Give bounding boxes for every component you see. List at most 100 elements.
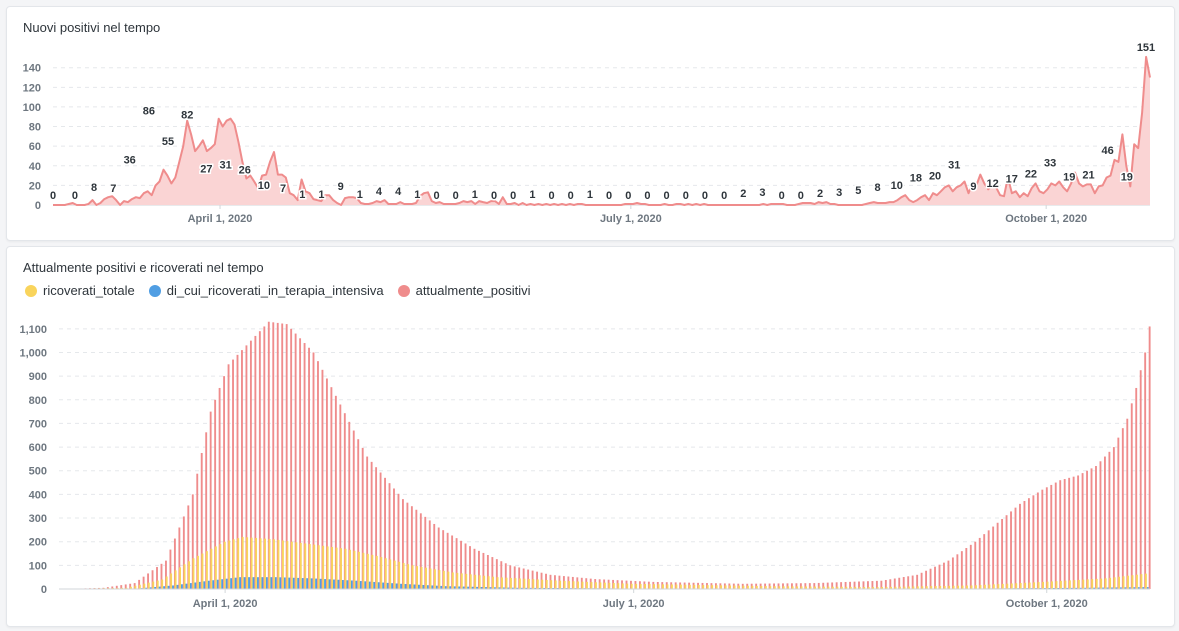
bar-ricoverati-totale <box>416 566 419 589</box>
data-label: 31 <box>948 160 960 172</box>
bar-ricoverati-totale <box>389 559 392 589</box>
bar-terapia-intensiva <box>221 579 224 589</box>
bar-terapia-intensiva <box>297 577 300 589</box>
bar-terapia-intensiva <box>485 587 487 589</box>
bar-ricoverati-totale <box>357 551 360 589</box>
bar-ricoverati-totale <box>594 582 597 589</box>
bar-ricoverati-totale <box>505 577 508 589</box>
bar-ricoverati-totale <box>769 586 772 589</box>
bar-ricoverati-totale <box>912 586 915 589</box>
bar-ricoverati-totale <box>608 582 611 589</box>
bar-ricoverati-totale <box>210 548 213 589</box>
bar-ricoverati-totale <box>724 585 727 589</box>
data-label: 0 <box>606 190 612 202</box>
bar-ricoverati-totale <box>425 567 427 589</box>
data-label: 9 <box>338 181 344 193</box>
bar-terapia-intensiva <box>1093 587 1096 589</box>
x-tick-label: April 1, 2020 <box>193 598 258 610</box>
bar-terapia-intensiva <box>216 579 219 589</box>
bar-terapia-intensiva <box>1075 587 1078 589</box>
y-tick-label: 200 <box>29 537 47 549</box>
bar-ricoverati-totale <box>796 586 799 589</box>
bar-ricoverati-totale <box>268 538 271 589</box>
bar-ricoverati-totale <box>729 585 731 589</box>
bar-terapia-intensiva <box>511 587 514 589</box>
bar-attualmente-positivi <box>433 523 436 589</box>
bar-ricoverati-totale <box>742 585 745 589</box>
legend-item-attualmente-positivi[interactable]: attualmente_positivi <box>397 283 531 298</box>
bar-attualmente-positivi <box>464 543 467 589</box>
bar-attualmente-positivi <box>1068 477 1071 589</box>
bar-attualmente-positivi <box>160 563 163 589</box>
bar-attualmente-positivi <box>370 461 373 589</box>
bar-attualmente-positivi <box>513 566 516 589</box>
data-label: 17 <box>1006 173 1018 185</box>
bar-attualmente-positivi <box>1103 456 1106 589</box>
bar-ricoverati-totale <box>514 578 517 589</box>
bar-ricoverati-totale <box>961 585 964 589</box>
legend-dot <box>25 284 37 297</box>
bar-attualmente-positivi <box>173 538 176 589</box>
bar-attualmente-positivi <box>147 573 150 589</box>
bar-ricoverati-totale <box>237 538 240 589</box>
bar-attualmente-positivi <box>889 579 892 589</box>
bar-attualmente-positivi <box>352 430 355 589</box>
bar-attualmente-positivi <box>397 493 400 589</box>
bar-ricoverati-totale <box>527 578 530 589</box>
legend-dot <box>397 284 410 297</box>
bar-attualmente-positivi <box>1063 479 1066 589</box>
bar-attualmente-positivi <box>1027 498 1030 589</box>
bar-ricoverati-totale <box>121 587 123 589</box>
bar-attualmente-positivi <box>509 565 512 589</box>
bar-attualmente-positivi <box>106 587 109 589</box>
data-label: 82 <box>181 110 193 122</box>
chart-legend[interactable]: ricoverati_totale di_cui_ricoverati_in_t… <box>25 283 531 298</box>
bar-attualmente-positivi <box>285 324 288 589</box>
y-tick-label: 900 <box>29 371 47 383</box>
data-label: 0 <box>779 190 785 202</box>
bar-attualmente-positivi <box>214 399 217 589</box>
data-label: 10 <box>891 180 903 192</box>
bar-attualmente-positivi <box>929 568 932 589</box>
bar-attualmente-positivi <box>1019 503 1021 589</box>
data-label: 8 <box>91 182 97 194</box>
bar-ricoverati-totale <box>1046 581 1049 589</box>
bar-ricoverati-totale <box>760 586 763 589</box>
bar-ricoverati-totale <box>997 584 1000 589</box>
bar-ricoverati-totale <box>747 585 749 589</box>
bar-ricoverati-totale <box>469 574 472 589</box>
bar-ricoverati-totale <box>281 540 284 589</box>
bar-terapia-intensiva <box>279 577 282 589</box>
bar-terapia-intensiva <box>234 577 237 589</box>
bar-terapia-intensiva <box>1124 587 1127 589</box>
y-tick-label: 40 <box>29 161 41 173</box>
bar-terapia-intensiva <box>346 580 349 589</box>
bar-ricoverati-totale <box>129 586 132 589</box>
y-tick-label: 800 <box>29 395 47 407</box>
bar-attualmente-positivi <box>1041 489 1044 589</box>
bar-attualmente-positivi <box>241 350 243 589</box>
legend-item-ricoverati-totale[interactable]: ricoverati_totale <box>25 283 135 298</box>
bar-ricoverati-totale <box>474 574 477 589</box>
bar-ricoverati-totale <box>715 585 718 589</box>
bar-ricoverati-totale <box>299 542 302 589</box>
bar-attualmente-positivi <box>325 378 328 589</box>
bar-attualmente-positivi <box>384 477 386 589</box>
bar-ricoverati-totale <box>277 539 280 589</box>
bar-terapia-intensiva <box>489 587 492 589</box>
bar-attualmente-positivi <box>822 582 825 589</box>
bar-ricoverati-totale <box>568 581 571 589</box>
bar-terapia-intensiva <box>1133 587 1136 589</box>
x-tick-label: April 1, 2020 <box>188 213 253 225</box>
data-label: 19 <box>1121 171 1133 183</box>
bar-ricoverati-totale <box>867 587 870 589</box>
bar-terapia-intensiva <box>502 587 505 589</box>
y-tick-label: 300 <box>29 513 47 525</box>
bar-ricoverati-totale <box>1019 583 1022 589</box>
y-tick-label: 80 <box>29 122 41 134</box>
bar-ricoverati-totale <box>617 583 620 589</box>
bar-attualmente-positivi <box>379 472 382 589</box>
bar-attualmente-positivi <box>790 583 793 589</box>
legend-item-terapia-intensiva[interactable]: di_cui_ricoverati_in_terapia_intensiva <box>148 283 384 298</box>
data-label: 0 <box>625 190 631 202</box>
